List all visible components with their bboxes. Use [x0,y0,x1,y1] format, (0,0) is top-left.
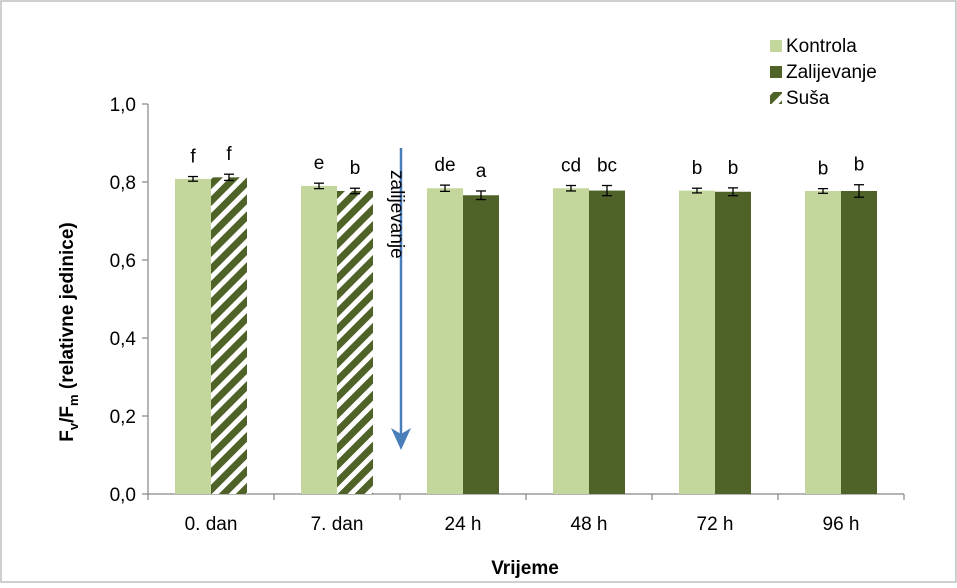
x-tick-label: 48 h [571,514,608,535]
significance-label: b [854,155,865,176]
legend-swatch [770,40,782,52]
bar-kontrola [175,178,211,494]
significance-label: b [692,158,703,179]
legend-label: Suša [786,88,830,109]
y-axis-title: Fv/Fm (relativne jedinice) [57,222,81,441]
y-tick-label: 0,4 [110,329,137,350]
y-tick-label: 0,8 [110,173,136,194]
bar-kontrola [805,190,841,494]
x-axis-title: Vrijeme [491,558,559,579]
significance-label: b [350,158,361,179]
x-tick-label: 7. dan [311,514,364,535]
bar-treatment [337,190,373,494]
x-tick-label: 96 h [823,514,860,535]
significance-label: f [226,144,232,165]
legend: Kontrola Zalijevanje Suša [770,36,877,109]
bar-treatment [715,191,751,494]
significance-label: cd [561,156,581,177]
y-tick-label: 0,2 [110,407,136,428]
significance-label: b [818,159,829,180]
bar-treatment [841,190,877,494]
x-tick-label: 24 h [445,514,482,535]
arrow-head [391,428,411,450]
significance-label: a [476,161,487,182]
significance-label: bc [597,156,617,177]
significance-label: de [434,155,455,176]
annotation: zalijevanje [386,148,411,450]
y-tick-label: 0,0 [110,485,136,506]
bar-kontrola [679,190,715,494]
bar-treatment [211,177,247,494]
y-tick-label: 0,6 [110,251,136,272]
annotation-label: zalijevanje [386,170,407,259]
y-tick-label: 1,0 [110,95,136,116]
significance-label: e [314,153,325,174]
plot-layer: 0,0 0,2 0,4 0,6 0,8 1,0 0. dan 7. dan 24 h 48 h 72… [110,95,905,535]
legend-label: Zalijevanje [786,62,877,83]
legend-swatch [770,92,782,104]
x-tick-label: 72 h [697,514,734,535]
bar-kontrola [553,188,589,495]
bar-treatment [463,195,499,494]
legend-label: Kontrola [786,36,857,57]
bar-treatment [589,190,625,494]
significance-label: f [190,147,196,168]
bar-kontrola [301,185,337,494]
significance-label: b [728,158,739,179]
bar-kontrola [427,188,463,495]
x-tick-label: 0. dan [185,514,238,535]
legend-swatch [770,66,782,78]
